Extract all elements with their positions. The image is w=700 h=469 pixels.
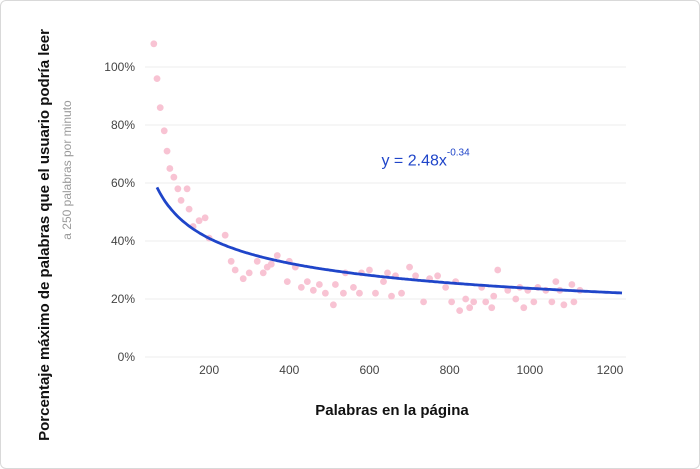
data-point [512, 295, 520, 303]
y-tick-labels: 0% 20% 40% 60% 80% 100% [104, 60, 135, 364]
data-point [283, 278, 291, 285]
data-point [253, 257, 261, 265]
data-point [297, 284, 305, 291]
data-point [570, 298, 578, 306]
data-point [548, 298, 556, 306]
data-point [195, 217, 203, 225]
data-point [303, 278, 311, 285]
fit-equation: y = 2.48x-0.34 [381, 148, 470, 170]
data-point [350, 284, 357, 291]
data-point [309, 286, 317, 294]
data-points [150, 40, 584, 314]
data-point [488, 304, 496, 312]
data-point [321, 289, 329, 297]
data-point [227, 257, 235, 265]
data-point [273, 252, 281, 259]
data-point [239, 275, 247, 283]
data-point [329, 301, 337, 309]
y-tick-label: 40% [111, 234, 135, 248]
y-tick-label: 60% [111, 176, 135, 190]
data-point [560, 301, 568, 309]
data-point [504, 286, 512, 294]
y-axis-subtitle: a 250 palabras por minuto [60, 100, 74, 240]
x-tick-label: 600 [359, 363, 379, 377]
data-point [160, 127, 168, 135]
data-point [201, 214, 209, 222]
x-tick-label: 400 [279, 363, 299, 377]
data-point [221, 231, 229, 239]
x-tick-label: 1000 [516, 363, 543, 377]
y-tick-label: 100% [104, 60, 135, 74]
data-point [156, 104, 164, 111]
data-point [456, 307, 464, 314]
fit-curve [155, 186, 623, 295]
data-point [166, 165, 174, 172]
data-point [494, 266, 502, 274]
data-point [462, 295, 470, 303]
data-point [372, 289, 379, 297]
data-point [388, 292, 395, 300]
data-point [420, 298, 427, 306]
data-point [231, 266, 239, 274]
data-point [482, 298, 490, 306]
data-point [448, 298, 456, 306]
data-point [183, 185, 191, 193]
data-point [552, 278, 560, 285]
data-point [520, 304, 528, 312]
data-point [568, 281, 576, 288]
x-tick-label: 1200 [597, 363, 624, 377]
y-axis-title: Porcentaje máximo de palabras que el usu… [36, 29, 53, 441]
data-point [412, 272, 419, 280]
y-tick-label: 20% [111, 292, 135, 306]
data-point [406, 263, 413, 271]
data-point [163, 147, 171, 155]
data-point [153, 75, 161, 82]
data-point [434, 272, 442, 280]
x-tick-labels: 200 400 600 800 1000 1200 [199, 363, 624, 377]
data-point [170, 173, 178, 181]
data-point [150, 40, 158, 48]
data-point [177, 197, 185, 204]
data-point [356, 289, 363, 297]
data-point [340, 289, 347, 297]
data-point [466, 304, 474, 312]
data-point [315, 281, 323, 288]
data-point [245, 269, 253, 277]
y-tick-label: 80% [111, 118, 135, 132]
data-point [384, 269, 391, 277]
y-tick-label: 0% [118, 350, 136, 364]
data-point [470, 298, 478, 306]
x-axis-title: Palabras en la página [315, 402, 469, 419]
data-point [442, 284, 450, 291]
data-point [380, 278, 387, 285]
data-point [398, 289, 405, 297]
x-tick-label: 200 [199, 363, 219, 377]
data-point [530, 298, 538, 306]
data-point [331, 281, 339, 288]
grid [145, 66, 626, 358]
data-point [490, 292, 498, 300]
data-point [174, 185, 182, 193]
data-point [185, 205, 193, 213]
data-point [366, 266, 373, 274]
data-point [259, 269, 267, 277]
x-tick-label: 800 [440, 363, 460, 377]
data-point [267, 260, 275, 268]
